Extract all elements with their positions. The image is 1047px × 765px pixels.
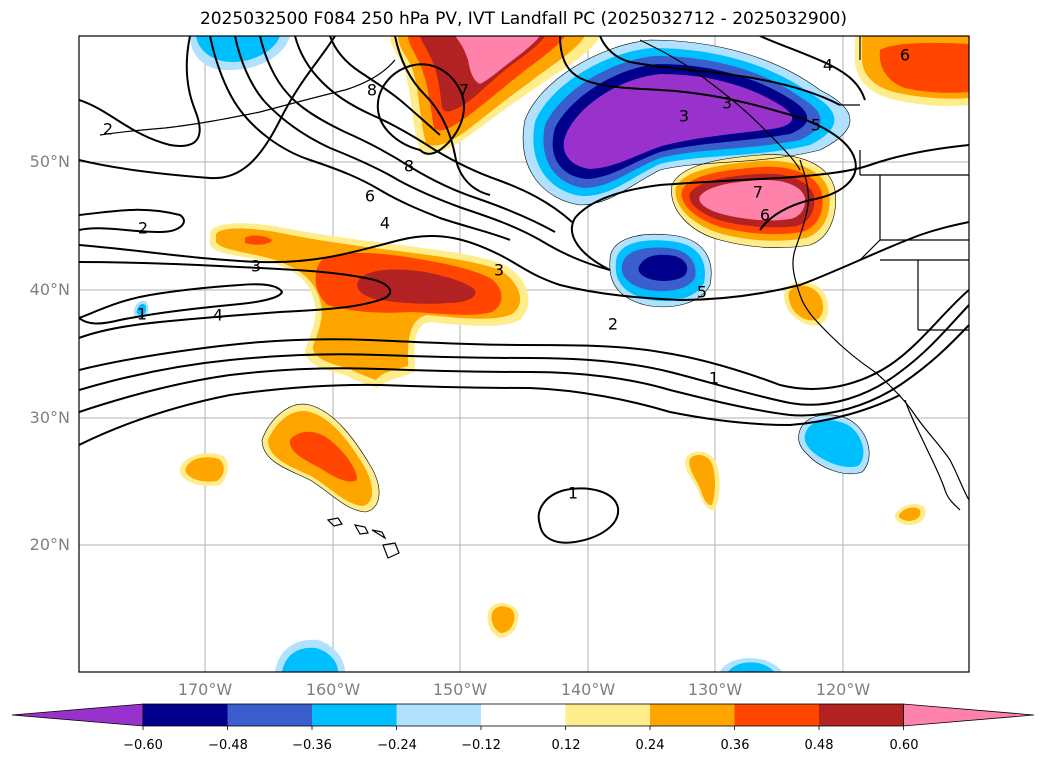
colorbar-segment: [481, 704, 566, 726]
colorbar-segment: [143, 704, 228, 726]
contour-label: 1: [137, 305, 147, 324]
contour-label: 2: [103, 120, 113, 139]
lon-label-120w: 120°W: [815, 680, 871, 699]
positive-anomaly-small-2: [685, 451, 720, 511]
negative-anomaly-south-2: [720, 658, 782, 672]
contour-label: 6: [760, 206, 770, 225]
contour-label: 4: [823, 56, 833, 75]
colorbar-tick: 0.12: [551, 738, 581, 753]
contour-label: 6: [900, 46, 910, 65]
contour-label: 5: [697, 283, 707, 302]
colorbar-segment: [650, 704, 735, 726]
contour-label: 3: [251, 257, 261, 276]
colorbar: [11, 703, 1035, 730]
colorbar-tick: 0.60: [889, 738, 919, 753]
lon-label-150w: 150°W: [432, 680, 488, 699]
colorbar-extend-high: [903, 703, 1035, 727]
colorbar-tick: −0.48: [208, 738, 248, 753]
colorbar-segment: [819, 704, 904, 726]
colorbar-segment: [227, 704, 313, 726]
contour-label: 1: [709, 369, 719, 388]
contour-label: 5: [811, 116, 821, 135]
colorbar-tick: −0.24: [377, 738, 417, 753]
contour-label: 4: [380, 214, 390, 233]
map-frame: [78, 35, 970, 673]
contour-label: 3: [722, 94, 732, 113]
colorbar-tick: −0.12: [461, 738, 501, 753]
contour-label: 8: [404, 157, 414, 176]
negative-anomaly-small-dateline: [133, 300, 149, 320]
lon-label-140w: 140°W: [560, 680, 616, 699]
lat-label-40n: 40°N: [29, 280, 70, 299]
coastlines: [99, 36, 969, 559]
colorbar-segment: [734, 704, 820, 726]
contour-label: 4: [213, 306, 223, 325]
lat-label-20n: 20°N: [29, 535, 70, 554]
contour-label: 3: [679, 107, 689, 126]
map-title: 2025032500 F084 250 hPa PV, IVT Landfall…: [199, 9, 847, 29]
contour-label: 7: [459, 81, 469, 100]
positive-anomaly-hawaii-nw: [262, 404, 380, 512]
contour-label: 2: [138, 219, 148, 238]
negative-anomaly-baja: [798, 414, 870, 474]
lon-label-170w: 170°W: [177, 680, 233, 699]
contour-label: 1: [568, 484, 578, 503]
negative-anomaly-offshore-low: [609, 234, 712, 307]
lon-label-130w: 130°W: [687, 680, 743, 699]
positive-anomaly-aleutian: [390, 36, 600, 154]
contour-label: 8: [367, 81, 377, 100]
positive-anomaly-small-4: [894, 504, 926, 525]
contour-label: 7: [753, 183, 763, 202]
colorbar-tick: 0.36: [720, 738, 750, 753]
contour-label: 2: [608, 315, 618, 334]
positive-anomaly-gulf-of-alaska-east: [855, 36, 969, 107]
contour-label: 3: [494, 261, 504, 280]
colorbar-outline: [142, 703, 904, 727]
lat-label-30n: 30°N: [29, 408, 70, 427]
colorbar-tick: −0.36: [292, 738, 332, 753]
colorbar-extend-low: [11, 703, 144, 727]
colorbar-tick: 0.48: [804, 738, 834, 753]
colorbar-tick: 0.24: [635, 738, 665, 753]
colorbar-tick: −0.60: [123, 738, 163, 753]
colorbar-segment: [565, 704, 651, 726]
negative-anomaly-south-1: [275, 639, 345, 672]
lon-label-160w: 160°W: [305, 680, 361, 699]
pv-contours: [79, 36, 969, 544]
lat-label-50n: 50°N: [29, 152, 70, 171]
positive-anomaly-ca-coast: [784, 281, 829, 326]
colorbar-segment: [312, 704, 397, 726]
positive-anomaly-small-3: [487, 603, 519, 638]
contour-label: 6: [365, 187, 375, 206]
positive-anomaly-small-1: [179, 453, 228, 487]
colorbar-segment: [396, 704, 482, 726]
